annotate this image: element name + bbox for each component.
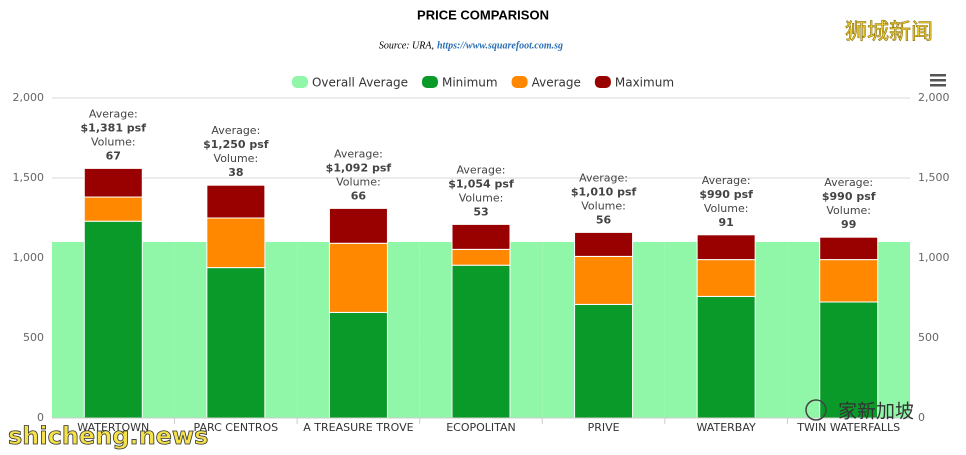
source-link[interactable]: https://www.squarefoot.com.sg <box>437 40 563 51</box>
annotation: $1,250 psf <box>203 138 269 151</box>
annotation: $990 psf <box>822 190 876 203</box>
bar-segment <box>451 223 511 250</box>
annotation: Volume: <box>91 135 136 148</box>
x-tick-label: ECOPOLITAN <box>446 421 516 434</box>
legend: Overall Average Minimum Average Maximum <box>291 76 674 90</box>
annotation: Average: <box>211 124 260 137</box>
x-tick-label: PARC CENTROS <box>194 421 279 434</box>
x-tick-label: WATERTOWN <box>77 421 149 434</box>
legend-label: Maximum <box>615 76 674 90</box>
annotation: $990 psf <box>699 188 753 201</box>
x-tick-label: TWIN WATERFALLS <box>796 421 900 434</box>
annotation: Volume: <box>336 175 381 188</box>
wechat-icon <box>805 399 827 421</box>
bar-segment <box>574 303 634 419</box>
bar-segment <box>206 267 266 419</box>
menu-bar <box>930 84 946 87</box>
bar-segment <box>328 311 388 419</box>
y2-tick-label: 1,000 <box>918 251 950 264</box>
bar-segment <box>696 259 756 297</box>
y2-tick-label: 500 <box>918 331 939 344</box>
legend-label: Overall Average <box>312 76 408 90</box>
annotation: Average: <box>579 171 628 184</box>
y-tick-label: 1,000 <box>13 251 45 264</box>
watermark: shicheng.news <box>8 422 208 450</box>
y-tick-label: 0 <box>37 411 44 424</box>
annotation: $1,092 psf <box>326 161 392 174</box>
menu-bar <box>930 79 946 82</box>
annotation: 53 <box>473 205 488 218</box>
annotation: Volume: <box>704 202 749 215</box>
annotation: 56 <box>596 213 612 226</box>
annotation: Volume: <box>459 191 504 204</box>
annotation: Volume: <box>826 204 871 217</box>
y2-tick-label: 2,000 <box>918 91 950 104</box>
annotation: 66 <box>351 189 367 202</box>
x-tick-label: WATERBAY <box>697 421 756 434</box>
source: Source: URA, <box>379 40 434 51</box>
bar-segment <box>451 264 511 419</box>
annotation: Average: <box>89 107 138 120</box>
bar-segment <box>696 234 756 261</box>
bar-segment <box>83 196 143 222</box>
x-tick-label: A TREASURE TROVE <box>303 421 413 434</box>
annotation: $1,010 psf <box>571 185 637 198</box>
bar-segment <box>328 207 388 244</box>
watermark: 家新加坡 <box>838 401 914 423</box>
annotation: 99 <box>841 218 856 231</box>
bar-segment <box>451 248 511 266</box>
annotation: Volume: <box>581 199 626 212</box>
x-tick-label: PRIVE <box>588 421 620 434</box>
bar-segment <box>206 217 266 269</box>
annotation: Average: <box>824 176 873 189</box>
y2-tick-label: 1,500 <box>918 171 950 184</box>
annotation: Average: <box>334 147 383 160</box>
y-tick-label: 500 <box>23 331 44 344</box>
bar-segment <box>83 167 143 198</box>
menu-button[interactable] <box>930 74 946 87</box>
bar-segment <box>574 231 634 257</box>
legend-label: Minimum <box>442 76 498 90</box>
annotation: Average: <box>702 174 751 187</box>
bar-segment <box>819 236 879 261</box>
menu-bar <box>930 74 946 77</box>
bar-segment <box>819 259 879 303</box>
legend-swatch <box>511 76 528 88</box>
bar-segment <box>83 220 143 419</box>
legend-swatch <box>594 76 611 88</box>
legend-label: Average <box>532 76 581 90</box>
chart-title: PRICE COMPARISON <box>417 7 549 22</box>
watermark: 狮城新闻 <box>845 20 933 45</box>
annotation: $1,054 psf <box>448 177 514 190</box>
annotation: 38 <box>228 166 243 179</box>
y-tick-label: 2,000 <box>13 91 45 104</box>
legend-swatch <box>291 76 308 88</box>
bar-segment <box>696 295 756 419</box>
y2-tick-label: 0 <box>918 411 925 424</box>
annotation: 91 <box>718 216 733 229</box>
y-tick-label: 1,500 <box>13 171 45 184</box>
annotation: $1,381 psf <box>81 121 147 134</box>
legend-swatch <box>421 76 438 88</box>
annotation: Volume: <box>214 152 259 165</box>
bar-segment <box>206 184 266 219</box>
bar-segment <box>574 255 634 305</box>
annotation: Average: <box>457 163 506 176</box>
annotation: 67 <box>106 149 121 162</box>
bar-segment <box>328 242 388 313</box>
